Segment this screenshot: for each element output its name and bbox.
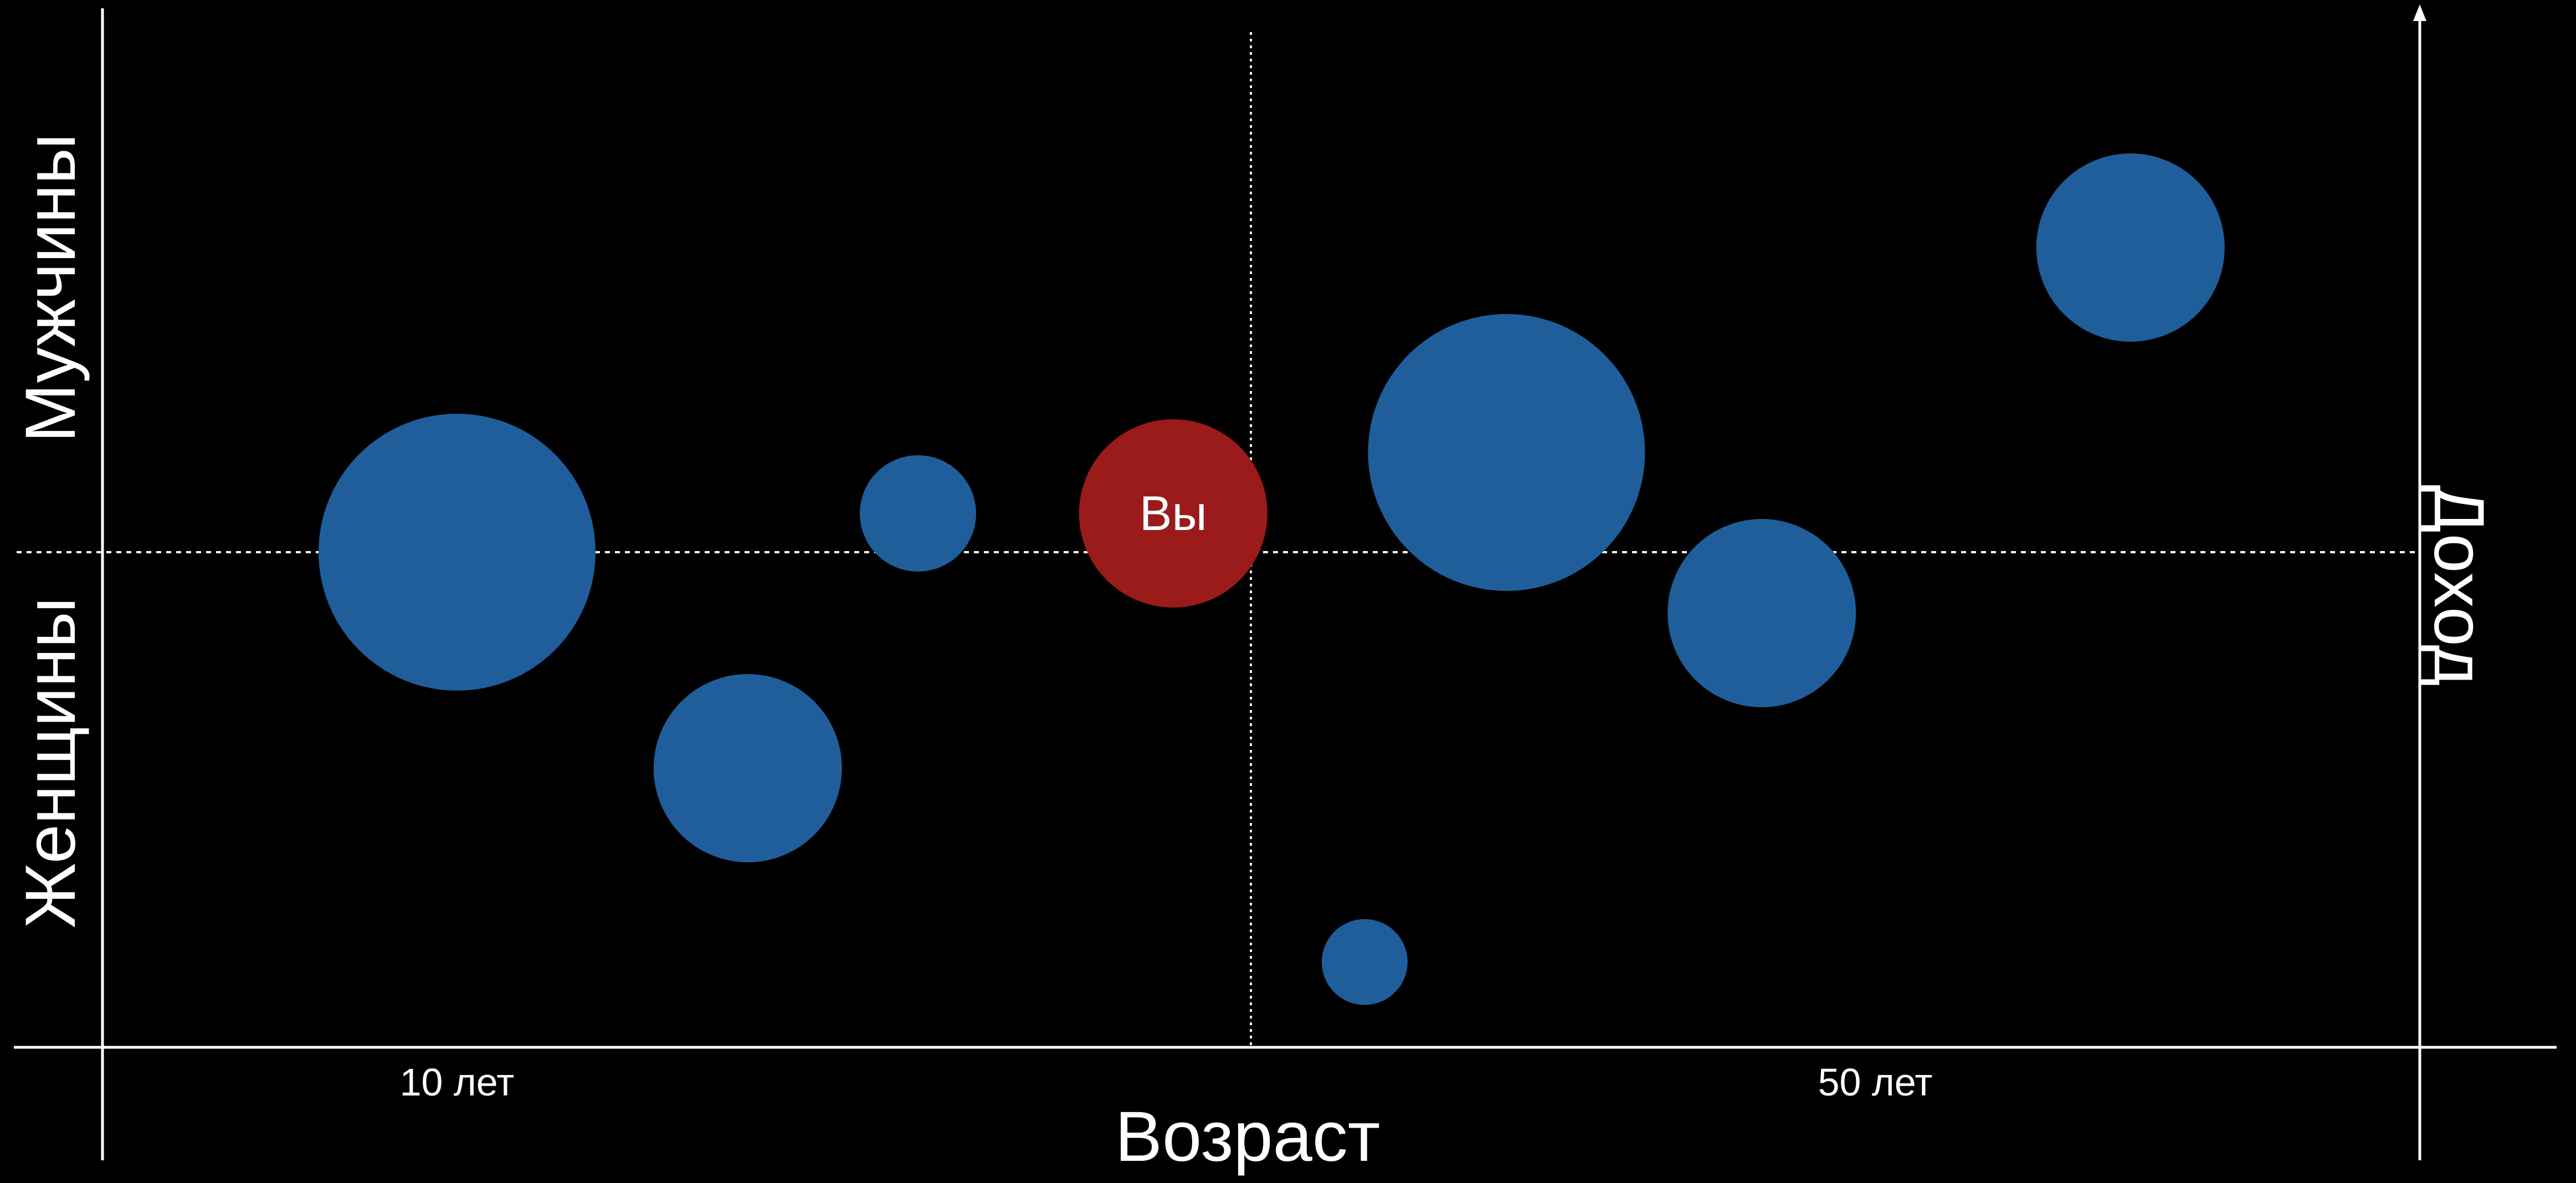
x-tick-label: 50 лет [1818, 1061, 1933, 1104]
bubble [319, 414, 596, 691]
bubble [2036, 153, 2225, 342]
men-label: Мужчины [11, 133, 90, 443]
bubble [1321, 919, 1408, 1005]
y-axis-label: Доход [2419, 485, 2498, 686]
x-tick-label: 10 лет [400, 1061, 515, 1104]
women-label: Женщины [11, 597, 90, 928]
y-axis-arrow-icon [2413, 4, 2426, 21]
you-bubble-label: Вы [1140, 486, 1207, 541]
x-axis-label: Возраст [1115, 1097, 1381, 1176]
bubble [1667, 519, 1856, 707]
bubble [860, 455, 976, 572]
bubble [653, 674, 842, 862]
you-bubble [1079, 419, 1268, 608]
bubble [1368, 314, 1645, 591]
